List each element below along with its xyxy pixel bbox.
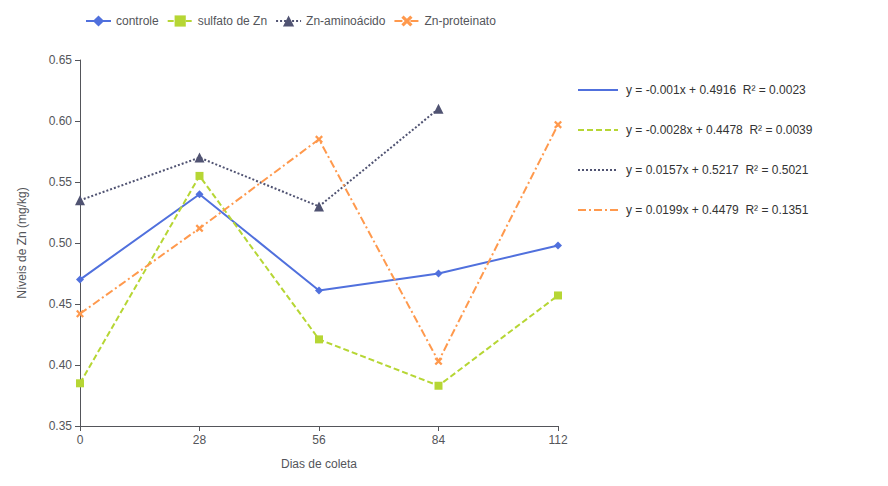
svg-text:0.35: 0.35 xyxy=(49,419,73,433)
svg-text:Zn-aminoácido: Zn-aminoácido xyxy=(306,14,386,28)
svg-text:0.50: 0.50 xyxy=(49,236,73,250)
svg-text:0.65: 0.65 xyxy=(49,53,73,67)
svg-text:0: 0 xyxy=(77,433,84,447)
svg-text:Dias de coleta: Dias de coleta xyxy=(281,457,357,471)
svg-text:0.45: 0.45 xyxy=(49,297,73,311)
svg-text:28: 28 xyxy=(193,433,207,447)
svg-text:Níveis de Zn (mg/kg): Níveis de Zn (mg/kg) xyxy=(15,187,29,298)
svg-text:112: 112 xyxy=(548,433,567,447)
svg-text:y = 0.0199x + 0.4479 R² = 0.1: y = 0.0199x + 0.4479 R² = 0.1351 xyxy=(626,203,809,217)
svg-text:sulfato de Zn: sulfato de Zn xyxy=(198,14,267,28)
svg-text:0.55: 0.55 xyxy=(49,175,73,189)
svg-text:56: 56 xyxy=(312,433,326,447)
svg-text:y = -0.0028x + 0.4478 R² = 0.: y = -0.0028x + 0.4478 R² = 0.0039 xyxy=(626,123,813,137)
svg-text:y = -0.001x + 0.4916 R² = 0.0: y = -0.001x + 0.4916 R² = 0.0023 xyxy=(626,83,806,97)
svg-text:0.60: 0.60 xyxy=(49,114,73,128)
svg-text:84: 84 xyxy=(432,433,446,447)
svg-text:y = 0.0157x + 0.5217 R² = 0.5: y = 0.0157x + 0.5217 R² = 0.5021 xyxy=(626,163,809,177)
svg-text:controle: controle xyxy=(116,14,159,28)
svg-text:0.40: 0.40 xyxy=(49,358,73,372)
svg-text:Zn-proteinato: Zn-proteinato xyxy=(424,14,496,28)
